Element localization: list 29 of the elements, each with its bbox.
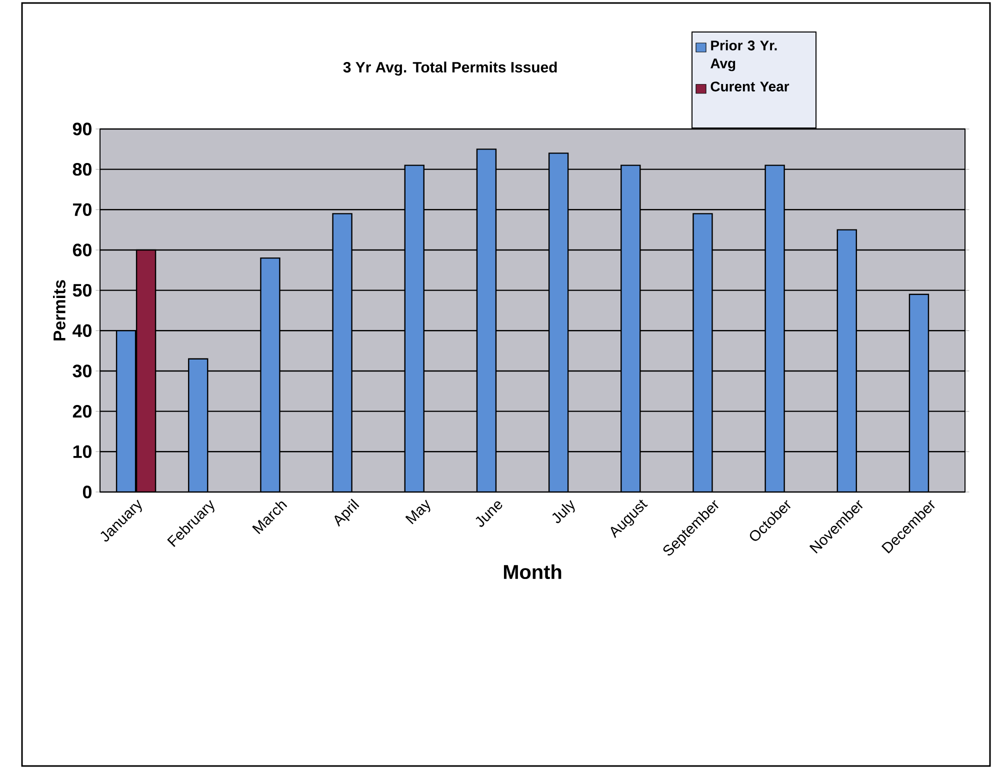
x-tick-label: July — [552, 500, 575, 524]
y-tick-label: 20 — [72, 404, 92, 418]
bar — [260, 257, 280, 492]
bar — [188, 358, 208, 492]
bar — [620, 164, 641, 492]
y-tick-label: 10 — [73, 445, 92, 458]
bar — [404, 164, 424, 492]
y-tick-label: 0 — [82, 486, 92, 498]
bar — [692, 213, 713, 492]
y-tick-label: 60 — [72, 244, 92, 256]
bar — [548, 152, 569, 492]
bar — [332, 213, 352, 492]
chart-title: 3 Yr Avg. Total Permits Issued — [343, 62, 557, 76]
legend-label: Prior 3 Yr. Avg — [710, 40, 777, 72]
bar — [908, 294, 930, 492]
y-tick-label: 40 — [72, 324, 92, 337]
y-axis-title: Permits — [53, 280, 66, 340]
y-tick-label: 50 — [72, 284, 92, 297]
bar — [836, 229, 857, 492]
y-tick-label: 70 — [73, 203, 92, 216]
x-tick-label: May — [405, 500, 430, 524]
bar — [764, 164, 785, 492]
x-axis-title: Month — [504, 564, 562, 580]
bar — [116, 330, 136, 492]
y-tick-label: 30 — [72, 364, 92, 378]
y-tick-label: 80 — [72, 162, 92, 176]
bar — [476, 148, 497, 492]
legend-label: Curent Year — [710, 82, 790, 92]
y-tick-label: 90 — [72, 122, 92, 136]
